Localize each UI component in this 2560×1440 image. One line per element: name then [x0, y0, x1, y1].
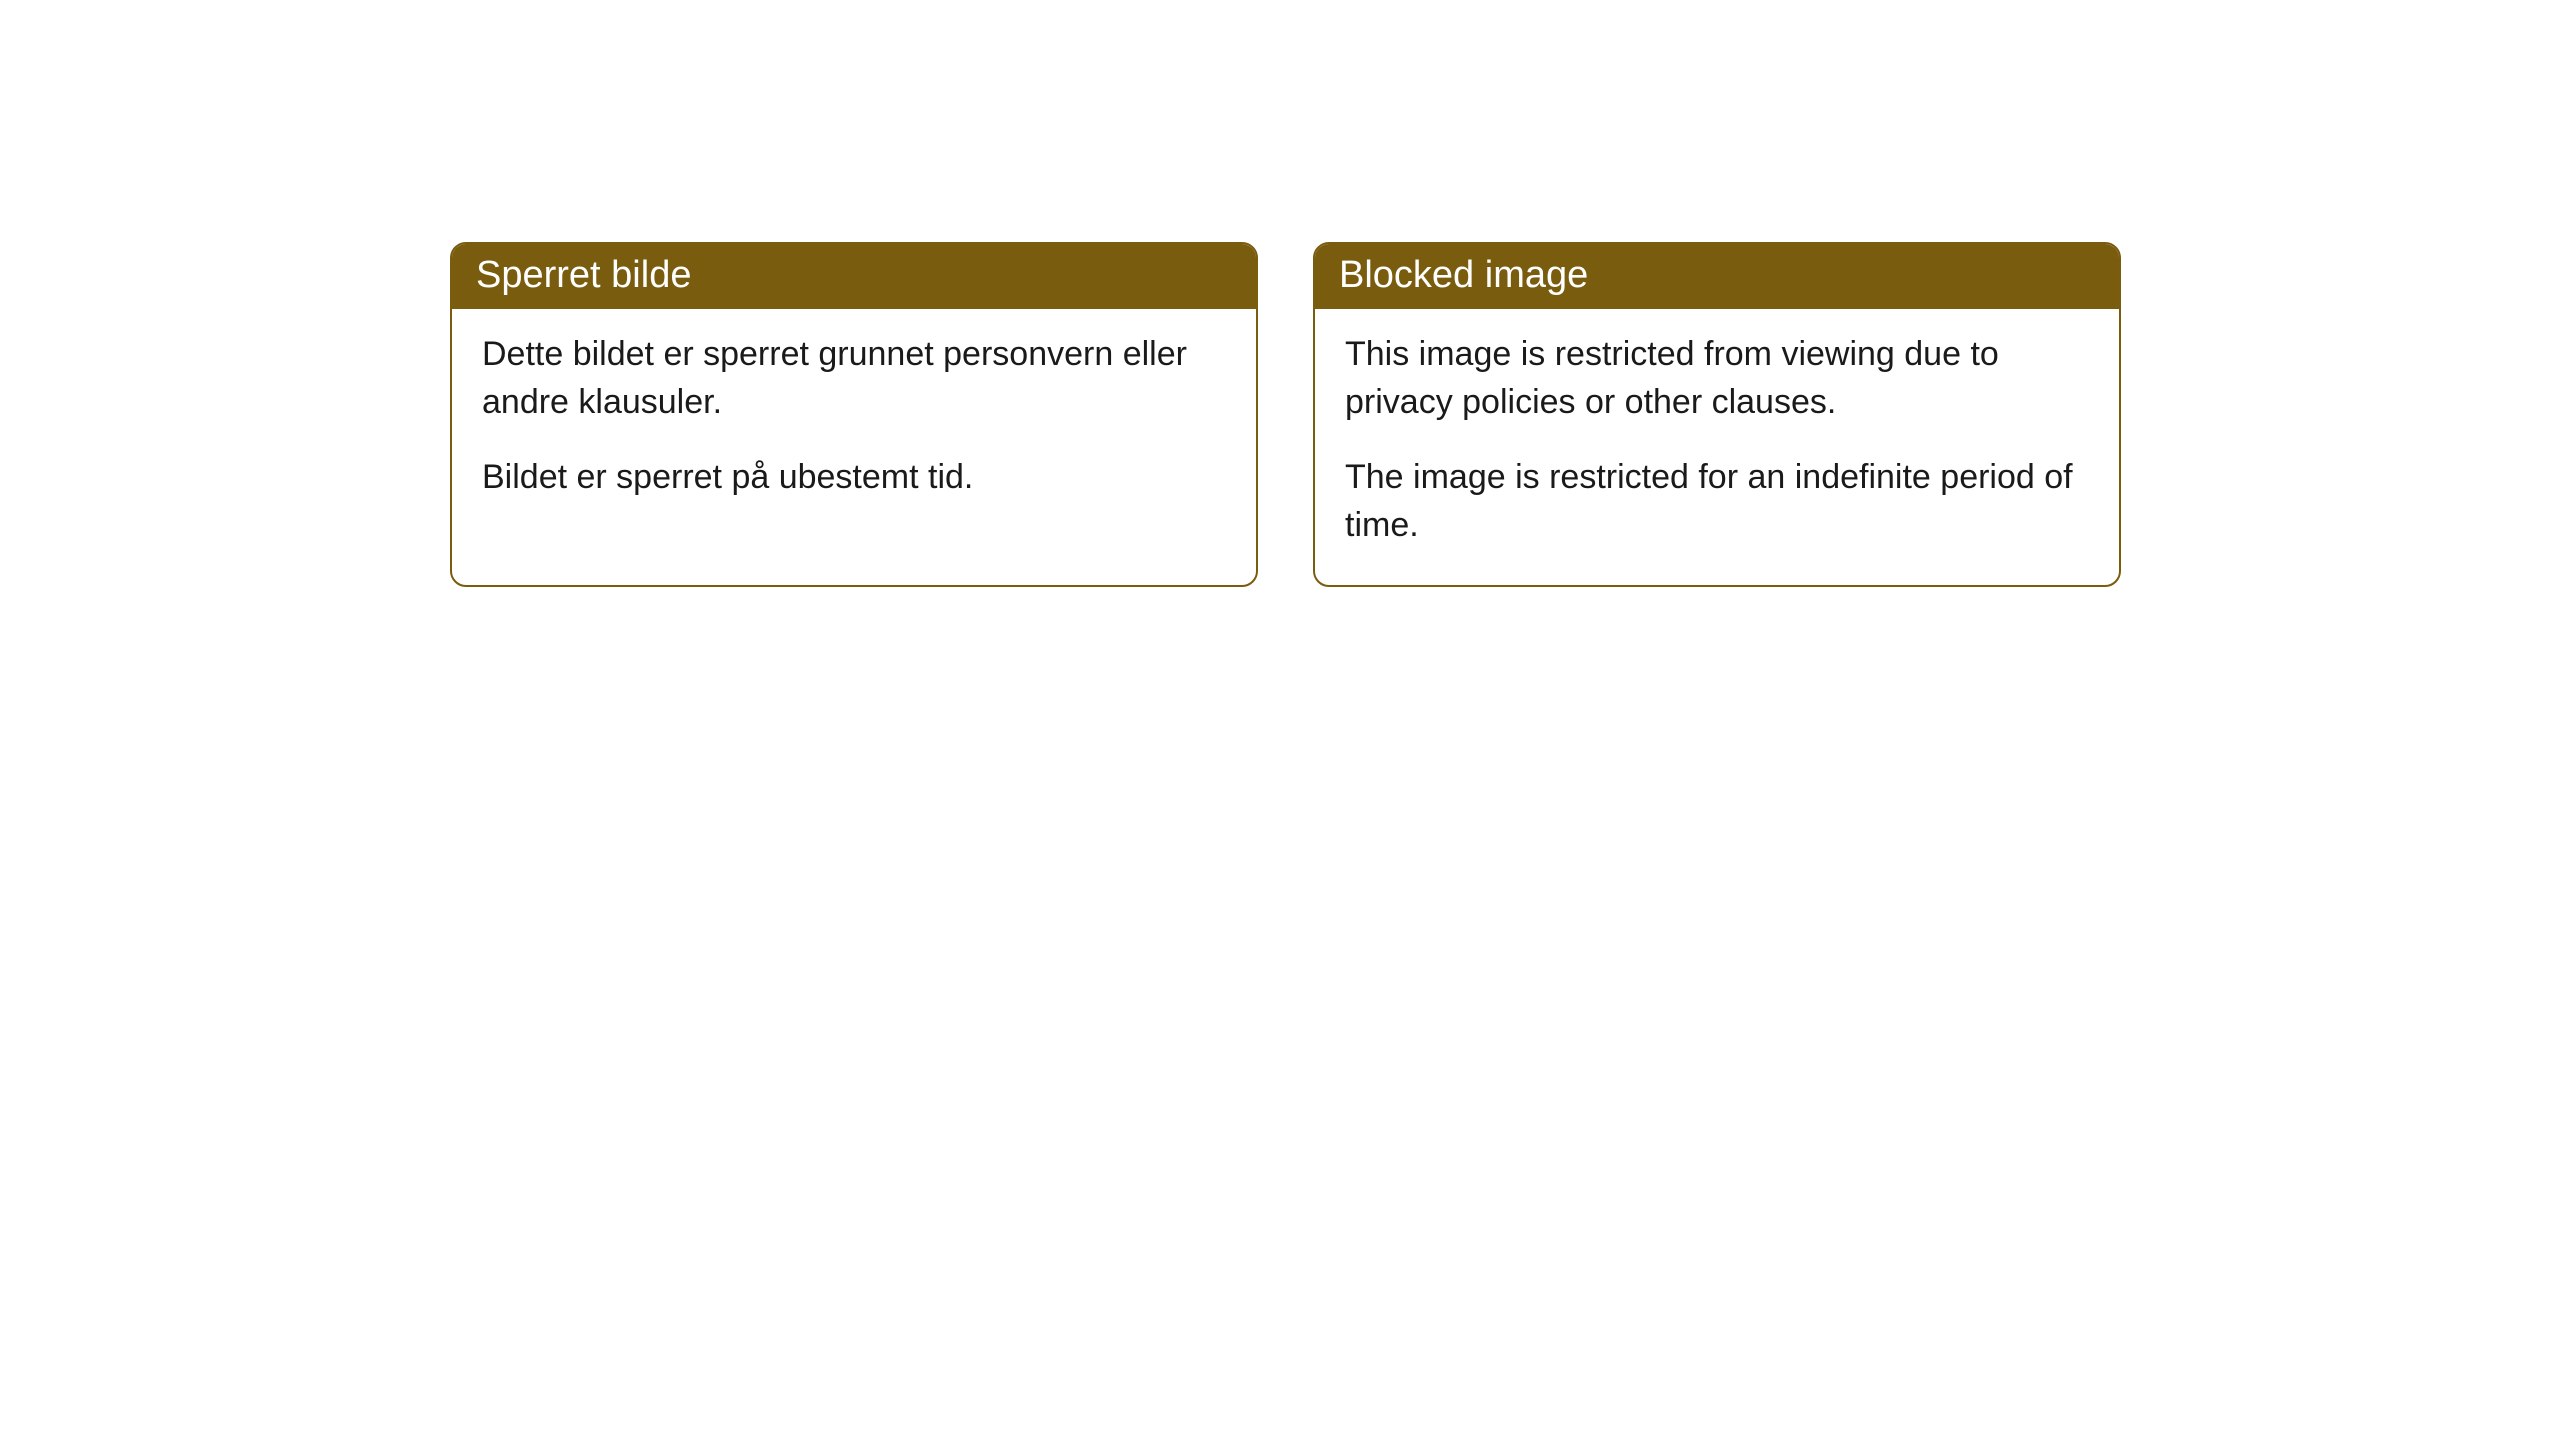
card-paragraph: The image is restricted for an indefinit… [1345, 454, 2089, 549]
notice-card-norwegian: Sperret bilde Dette bildet er sperret gr… [450, 242, 1258, 587]
card-body: This image is restricted from viewing du… [1315, 309, 2119, 585]
card-paragraph: This image is restricted from viewing du… [1345, 331, 2089, 426]
notice-card-english: Blocked image This image is restricted f… [1313, 242, 2121, 587]
card-header: Sperret bilde [452, 244, 1256, 309]
card-header: Blocked image [1315, 244, 2119, 309]
card-paragraph: Dette bildet er sperret grunnet personve… [482, 331, 1226, 426]
card-paragraph: Bildet er sperret på ubestemt tid. [482, 454, 1226, 502]
notice-container: Sperret bilde Dette bildet er sperret gr… [0, 0, 2560, 587]
card-body: Dette bildet er sperret grunnet personve… [452, 309, 1256, 538]
